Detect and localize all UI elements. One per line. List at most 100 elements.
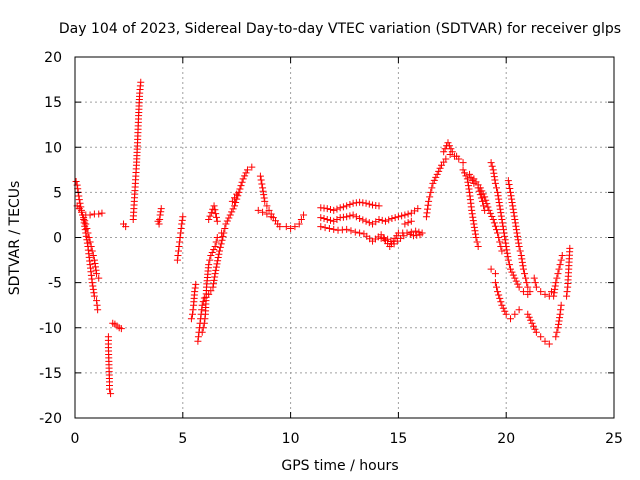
data-point	[532, 328, 540, 336]
data-point	[287, 224, 295, 232]
y-tick-label: -15	[39, 366, 62, 382]
data-point	[553, 328, 561, 336]
data-point	[213, 260, 221, 268]
data-point	[496, 202, 504, 210]
x-tick-labels: 0 5 10 15 20 25	[71, 431, 623, 447]
data-point	[470, 223, 478, 231]
data-point	[222, 220, 230, 228]
data-point	[263, 210, 271, 218]
data-point	[385, 216, 393, 224]
data-point	[445, 142, 453, 150]
data-point	[554, 270, 562, 278]
data-point	[512, 226, 520, 234]
data-point	[333, 205, 341, 213]
data-point	[432, 173, 440, 181]
data-point	[198, 306, 206, 314]
data-point	[479, 190, 487, 198]
y-tick-label: -10	[39, 321, 62, 337]
data-point	[259, 187, 267, 195]
data-point	[200, 319, 208, 327]
data-point	[214, 253, 222, 261]
data-point	[72, 178, 80, 186]
data-point	[93, 270, 101, 278]
data-point	[259, 208, 267, 216]
data-point	[406, 230, 414, 238]
data-point	[467, 173, 475, 181]
data-point	[90, 256, 98, 264]
data-point	[468, 206, 476, 214]
data-point	[378, 216, 386, 224]
data-point	[474, 243, 482, 251]
data-point	[507, 192, 515, 200]
data-point	[211, 243, 219, 251]
x-tick-label: 25	[605, 431, 623, 447]
data-point	[291, 223, 299, 231]
data-point	[492, 184, 500, 192]
data-point	[541, 290, 549, 298]
data-point	[351, 228, 359, 236]
x-axis-label: GPS time / hours	[281, 458, 398, 474]
data-point	[486, 209, 494, 217]
data-point	[468, 176, 476, 184]
x-tick-label: 20	[497, 431, 515, 447]
data-point	[525, 313, 533, 321]
data-point	[205, 215, 213, 223]
data-point	[528, 319, 536, 327]
data-point	[117, 325, 125, 333]
data-point	[482, 196, 490, 204]
data-point	[504, 177, 512, 185]
data-point	[495, 234, 503, 241]
data-point	[88, 279, 96, 287]
data-point	[232, 199, 240, 207]
data-point	[356, 229, 364, 237]
data-point	[471, 230, 479, 238]
data-point	[83, 224, 91, 232]
data-point	[242, 169, 250, 177]
data-point	[156, 211, 164, 219]
data-point	[207, 209, 215, 217]
data-point	[77, 203, 85, 211]
data-point	[194, 337, 202, 345]
data-point	[505, 181, 513, 189]
data-point	[212, 210, 220, 218]
data-point	[499, 304, 507, 312]
data-point	[218, 236, 226, 244]
data-point	[485, 206, 493, 214]
data-point	[483, 200, 491, 208]
data-point	[89, 285, 97, 293]
data-point	[505, 261, 513, 269]
x-tick-label: 10	[282, 431, 300, 447]
y-tick-label: -5	[48, 276, 62, 292]
data-point	[317, 223, 325, 231]
data-point	[444, 139, 452, 147]
data-point	[510, 209, 518, 217]
data-point	[491, 222, 499, 230]
data-point	[497, 212, 505, 220]
data-point	[442, 155, 450, 163]
data-point	[494, 288, 502, 296]
data-point	[215, 247, 223, 255]
data-point	[398, 212, 406, 220]
data-point	[173, 256, 181, 264]
data-point	[212, 238, 220, 246]
data-point	[211, 273, 219, 281]
data-point	[563, 292, 571, 300]
data-point	[176, 234, 184, 241]
data-point	[510, 212, 518, 220]
data-point	[404, 210, 412, 218]
data-point	[98, 209, 106, 217]
data-point	[555, 317, 563, 325]
data-point	[487, 159, 495, 167]
data-point	[107, 390, 115, 398]
data-point	[496, 238, 504, 246]
data-point	[490, 219, 498, 227]
data-point	[156, 215, 164, 223]
data-point	[495, 199, 503, 207]
data-point	[531, 325, 539, 333]
data-point	[210, 276, 218, 284]
data-point	[514, 280, 522, 288]
data-point	[91, 259, 99, 267]
data-point	[212, 263, 220, 271]
data-point	[282, 223, 290, 231]
data-point	[511, 219, 519, 227]
